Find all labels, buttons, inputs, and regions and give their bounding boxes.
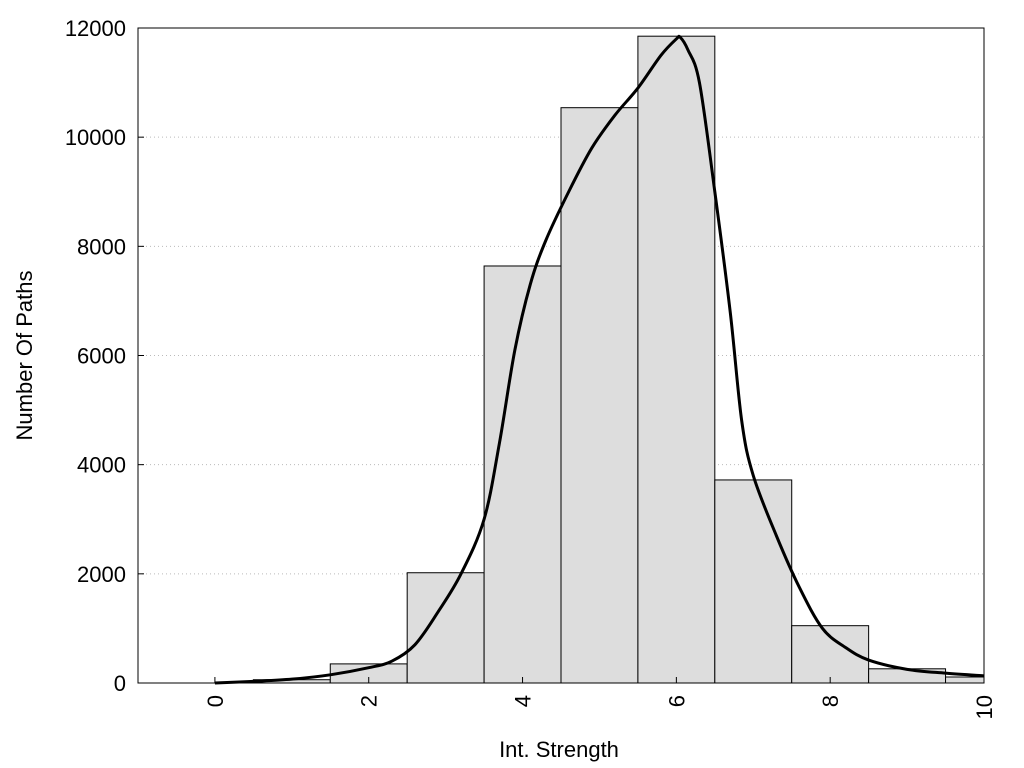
x-tick-label: 10 bbox=[972, 695, 997, 719]
x-tick-label: 6 bbox=[664, 695, 689, 707]
histogram-bar bbox=[560, 107, 639, 684]
x-tick-label: 2 bbox=[357, 695, 382, 707]
x-axis-ticks: 0 2 4 6 8 10 bbox=[203, 677, 997, 719]
y-tick-label: 2000 bbox=[77, 562, 126, 587]
y-tick-label: 8000 bbox=[77, 234, 126, 259]
y-tick-label: 10000 bbox=[65, 125, 126, 150]
histogram-bar bbox=[406, 572, 485, 684]
x-axis-title: Int. Strength bbox=[499, 737, 619, 762]
bars bbox=[252, 35, 985, 684]
histogram-bar bbox=[714, 479, 793, 684]
histogram-bar bbox=[637, 35, 716, 684]
y-tick-label: 12000 bbox=[65, 16, 126, 41]
x-tick-label: 8 bbox=[818, 695, 843, 707]
grid-lines bbox=[138, 136, 984, 575]
y-tick-label: 4000 bbox=[77, 453, 126, 478]
histogram-bar bbox=[945, 676, 985, 684]
y-tick-label: 0 bbox=[114, 671, 126, 696]
density-curve bbox=[214, 34, 985, 685]
y-axis-ticks: 0 2000 4000 6000 8000 10000 12000 bbox=[65, 16, 144, 696]
y-axis-title: Number Of Paths bbox=[12, 271, 37, 441]
y-tick-label: 6000 bbox=[77, 344, 126, 369]
x-tick-label: 0 bbox=[203, 695, 228, 707]
x-tick-label: 4 bbox=[511, 695, 536, 707]
histogram-bar bbox=[483, 265, 562, 684]
